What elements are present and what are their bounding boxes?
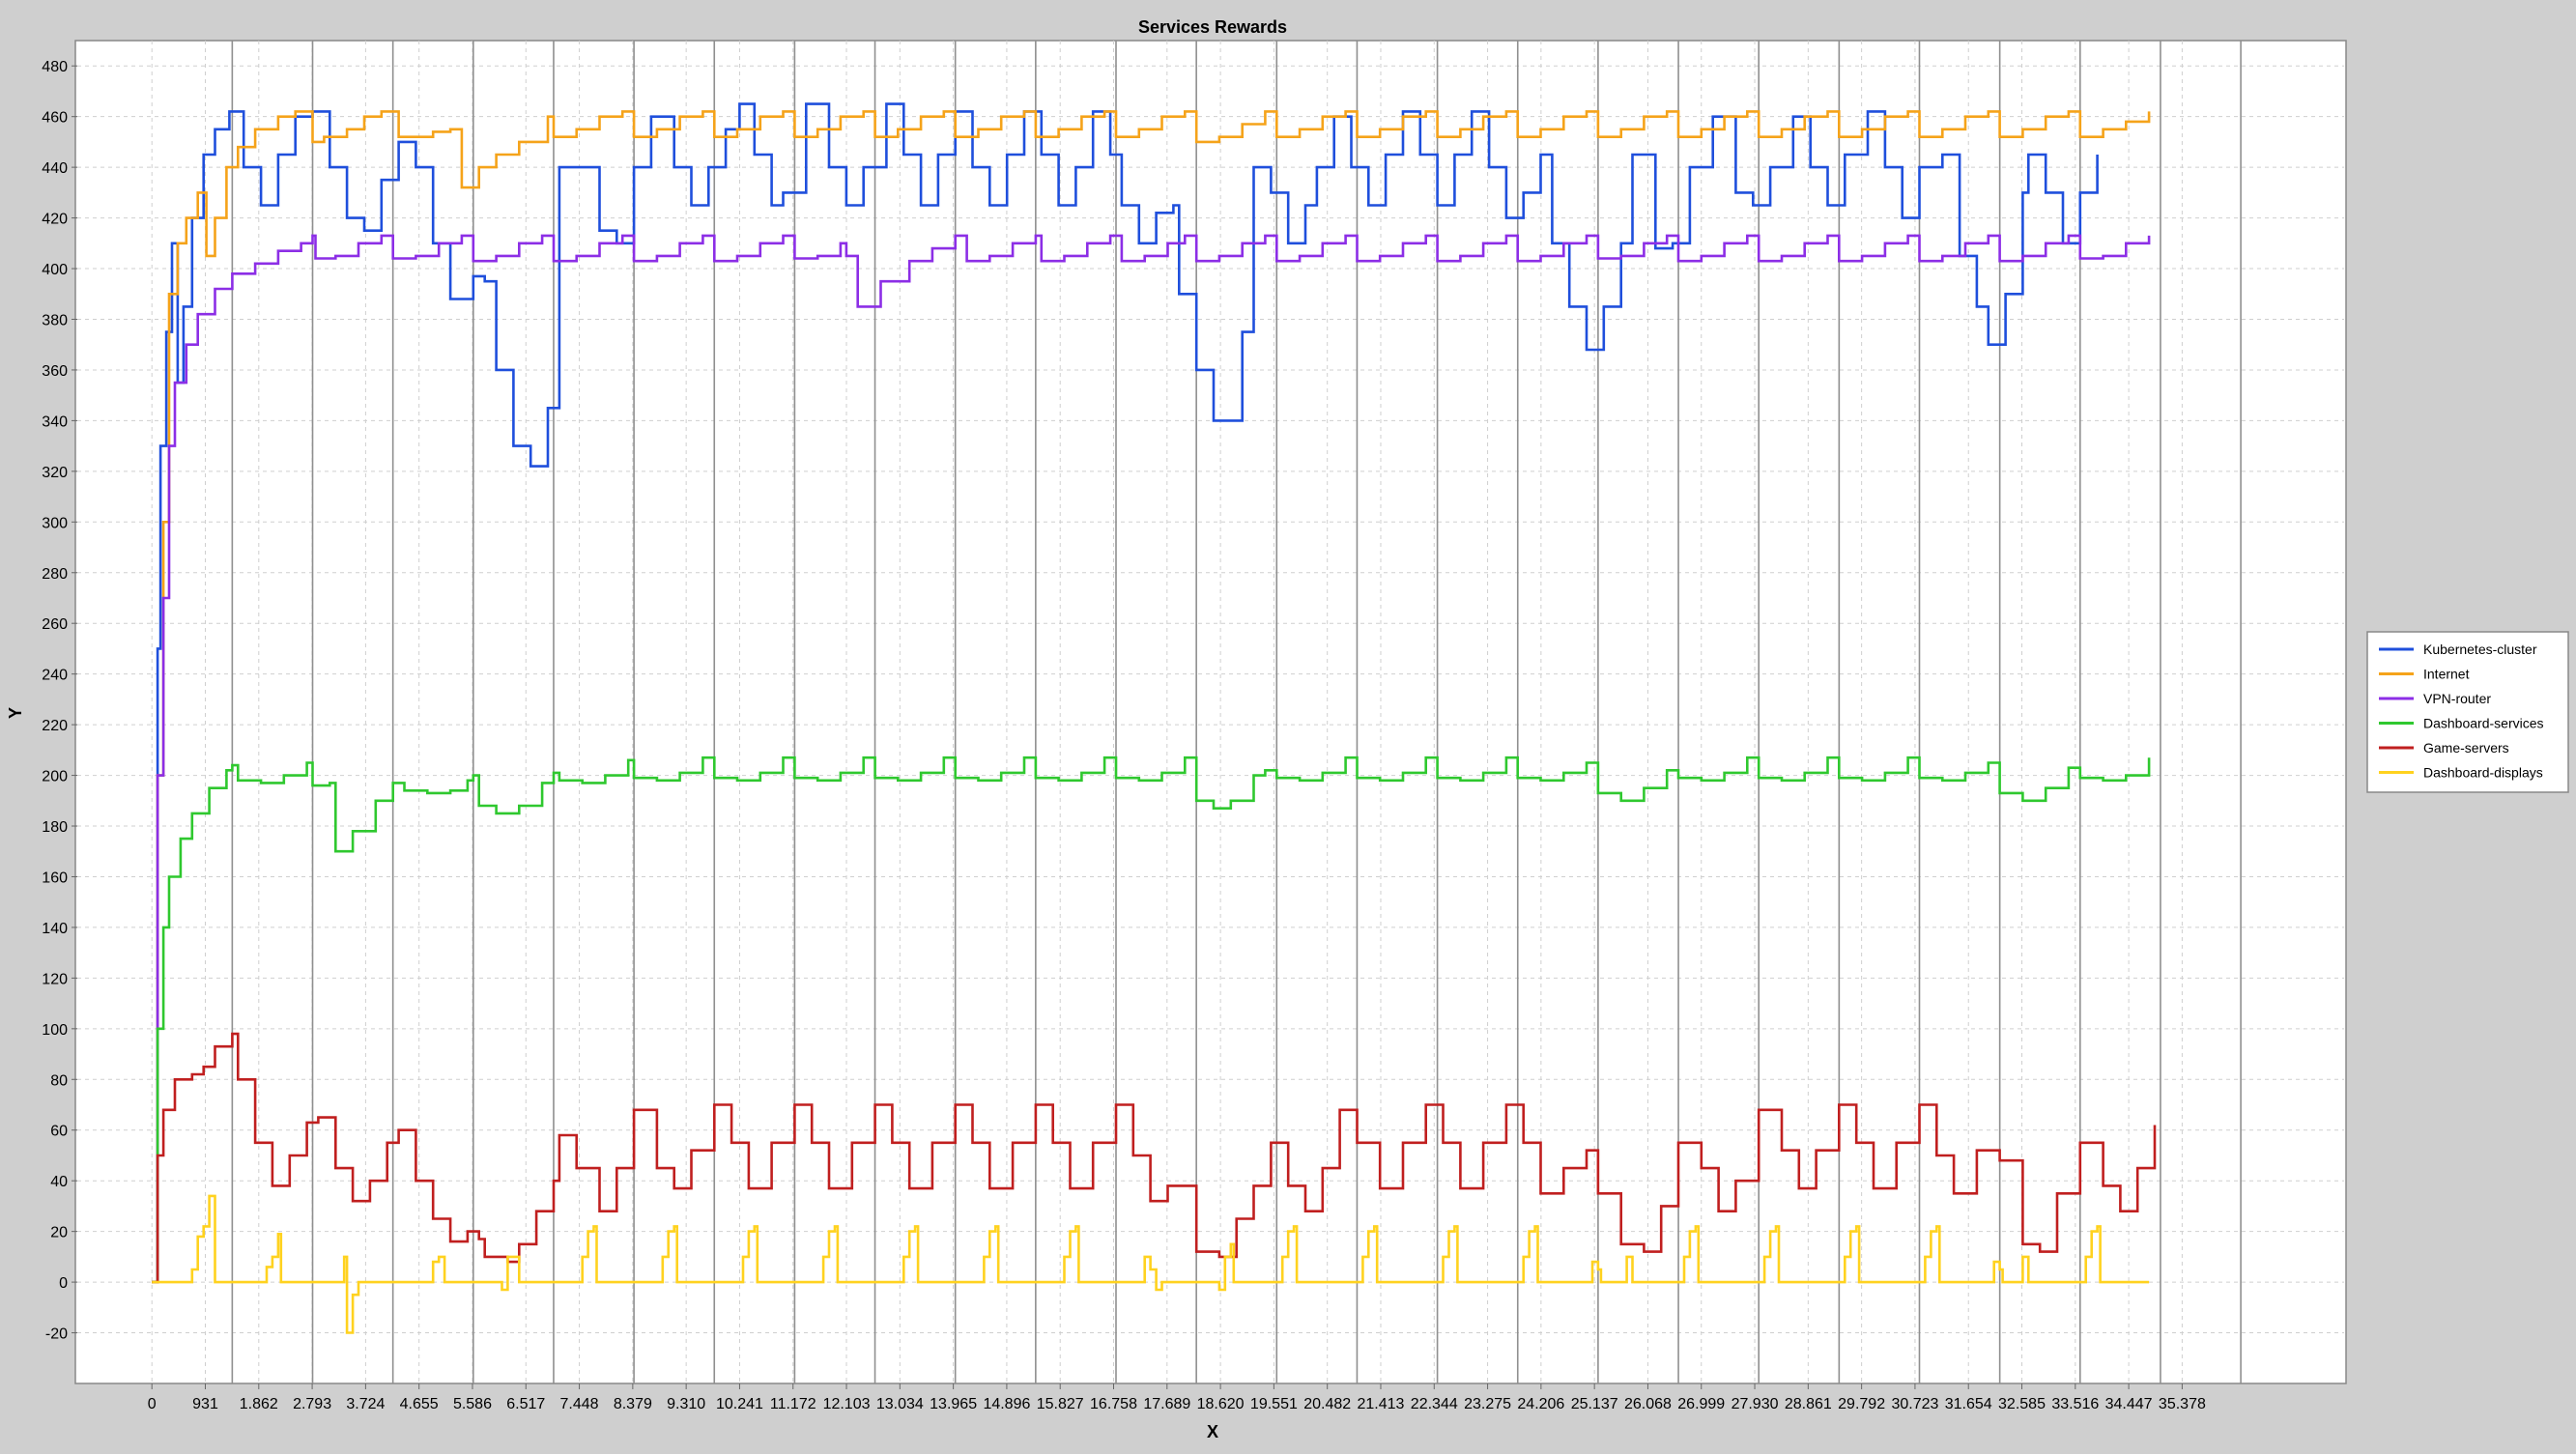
y-tick-label: 0 xyxy=(59,1275,68,1292)
series-line-vpn-router xyxy=(152,234,2151,1284)
series-line-kubernetes-cluster xyxy=(152,102,2099,1284)
y-tick-label: 340 xyxy=(42,413,68,430)
x-tick-label: 25.137 xyxy=(1571,1396,1618,1412)
legend-label-dashboard-displays: Dashboard-displays xyxy=(2423,765,2543,781)
y-tick-label: 220 xyxy=(42,718,68,734)
x-tick-label: 13.034 xyxy=(876,1396,924,1412)
x-tick-label: 10.241 xyxy=(716,1396,763,1412)
x-tick-label: 28.861 xyxy=(1785,1396,1832,1412)
x-tick-label: 19.551 xyxy=(1250,1396,1298,1412)
legend: Kubernetes-cluster Internet VPN-router Dash… xyxy=(2366,631,2569,793)
legend-label-game-servers: Game-servers xyxy=(2423,740,2509,756)
x-tick-label: 35.378 xyxy=(2159,1396,2206,1412)
y-axis-title: Y xyxy=(6,707,25,719)
y-tick-label: 360 xyxy=(42,363,68,380)
y-tick-label: 160 xyxy=(42,870,68,886)
y-tick-label: 120 xyxy=(42,971,68,987)
x-tick-label: 5.586 xyxy=(453,1396,492,1412)
series-line-dashboard-services xyxy=(152,756,2151,1284)
y-tick-label: 420 xyxy=(42,212,68,228)
y-tick-label: 380 xyxy=(42,312,68,328)
x-tick-label: 18.620 xyxy=(1197,1396,1245,1412)
series-line-dashboard-displays xyxy=(152,1194,2150,1334)
x-tick-label: 32.585 xyxy=(1998,1396,2046,1412)
x-tick-label: 9.310 xyxy=(667,1396,705,1412)
legend-box xyxy=(2366,631,2569,793)
y-tick-label: 240 xyxy=(42,668,68,684)
y-tick-label: 260 xyxy=(42,616,68,633)
x-tick-label: 11.172 xyxy=(770,1396,816,1412)
y-tick-label: 200 xyxy=(42,769,68,785)
legend-label-dashboard-services: Dashboard-services xyxy=(2423,716,2544,731)
series-line-game-servers xyxy=(152,1032,2157,1284)
x-tick-label: 14.896 xyxy=(983,1396,1030,1412)
x-tick-label: 26.068 xyxy=(1624,1396,1672,1412)
x-tick-label: 13.965 xyxy=(930,1396,977,1412)
y-tick-label: 280 xyxy=(42,566,68,583)
series-line-internet xyxy=(152,110,2151,1284)
y-tick-label: 180 xyxy=(42,819,68,836)
legend-label-internet: Internet xyxy=(2423,667,2470,682)
x-axis-title: X xyxy=(1207,1422,1218,1441)
x-tick-label: 15.827 xyxy=(1037,1396,1084,1412)
y-tick-label: 60 xyxy=(50,1124,68,1140)
x-tick-label: 2.793 xyxy=(293,1396,331,1412)
x-tick-label: 31.654 xyxy=(1945,1396,1992,1412)
x-tick-label: 21.413 xyxy=(1358,1396,1405,1412)
x-tick-label: 7.448 xyxy=(560,1396,599,1412)
x-tick-label: 17.689 xyxy=(1143,1396,1190,1412)
y-tick-label: 460 xyxy=(42,110,68,127)
y-tick-label: 440 xyxy=(42,160,68,177)
x-axis-ticks: 0 931 1.862 2.793 3.724 4.655 5.586 6.517 7.448 8… xyxy=(148,1383,2206,1412)
x-tick-label: 27.930 xyxy=(1732,1396,1779,1412)
x-tick-label: 4.655 xyxy=(400,1396,439,1412)
y-tick-label: 320 xyxy=(42,465,68,481)
x-tick-label: 6.517 xyxy=(506,1396,545,1412)
x-tick-label: 3.724 xyxy=(346,1396,385,1412)
x-tick-label: 23.275 xyxy=(1464,1396,1511,1412)
x-tick-label: 30.723 xyxy=(1891,1396,1938,1412)
x-tick-label: 20.482 xyxy=(1303,1396,1351,1412)
series-lines xyxy=(152,102,2157,1334)
y-tick-label: 20 xyxy=(50,1225,68,1241)
x-tick-label: 33.516 xyxy=(2051,1396,2099,1412)
y-tick-label: 40 xyxy=(50,1174,68,1190)
y-axis-ticks: -20 0 20 40 60 80 100 120 140 160 180 200 220 240 260 2… xyxy=(42,59,77,1343)
y-tick-label: 100 xyxy=(42,1022,68,1039)
x-tick-label: 24.206 xyxy=(1517,1396,1564,1412)
y-tick-label: 480 xyxy=(42,59,68,75)
x-tick-label: 1.862 xyxy=(240,1396,278,1412)
y-tick-label: 80 xyxy=(50,1072,68,1089)
x-tick-label: 8.379 xyxy=(614,1396,652,1412)
y-tick-label: 400 xyxy=(42,262,68,278)
plot-area xyxy=(74,40,2347,1384)
x-tick-label: 0 xyxy=(148,1396,157,1412)
y-tick-label: -20 xyxy=(45,1326,68,1343)
x-tick-label: 12.103 xyxy=(823,1396,871,1412)
x-tick-label: 931 xyxy=(192,1396,218,1412)
chart-title: Services Rewards xyxy=(1138,17,1287,37)
x-tick-label: 26.999 xyxy=(1677,1396,1725,1412)
legend-label-kubernetes-cluster: Kubernetes-cluster xyxy=(2423,641,2537,657)
legend-label-vpn-router: VPN-router xyxy=(2423,691,2491,706)
x-tick-label: 29.792 xyxy=(1838,1396,1885,1412)
x-tick-label: 16.758 xyxy=(1090,1396,1137,1412)
y-tick-label: 140 xyxy=(42,921,68,937)
x-tick-label: 22.344 xyxy=(1411,1396,1458,1412)
x-tick-label: 34.447 xyxy=(2105,1396,2153,1412)
y-tick-label: 300 xyxy=(42,515,68,531)
